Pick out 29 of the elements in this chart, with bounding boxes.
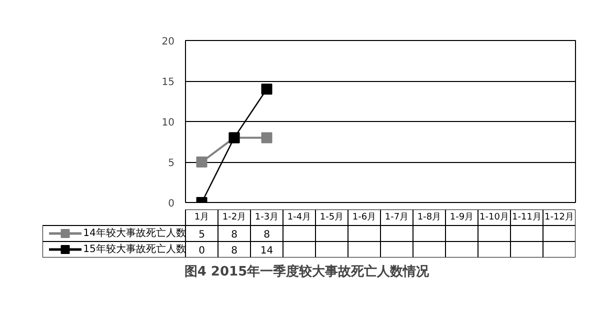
y-tick-label: 10 [162,118,175,128]
data-label: 8 [231,246,238,256]
legend-label: 15年较大事故死亡人数 [83,243,186,255]
point [261,84,272,95]
x-tick-label: 1-7月 [384,212,409,222]
y-tick-label: 20 [162,36,175,48]
x-tick-label: 1-4月 [287,212,312,222]
y-tick-label: 5 [168,158,175,169]
y-tick-label: 15 [162,77,175,88]
data-label: 5 [198,230,205,240]
y-tick-label: 0 [168,198,175,210]
data-label: 14 [260,246,274,256]
data-label: 0 [198,246,205,256]
point [196,156,208,168]
x-tick-label: 1-10月 [480,212,509,222]
legend-label: 14年较大事故死亡人数 [83,227,186,239]
x-tick-label: 1月 [194,212,210,222]
x-tick-label: 1-2月 [222,212,246,222]
x-tick-label: 1-12月 [544,212,574,222]
caption: 图4 2015年一季度较大事故死亡人数情况 [184,264,430,280]
x-tick-label: 1-8月 [417,212,442,222]
x-tick-label: 1-6月 [352,212,376,222]
data-label: 8 [231,230,238,240]
x-tick-label: 1-9月 [450,212,474,222]
x-tick-label: 1-3月 [254,212,279,222]
data-label: 8 [264,230,270,240]
x-tick-label: 1-5月 [320,212,344,222]
x-tick-label: 1-11月 [512,212,542,222]
point [261,132,272,144]
